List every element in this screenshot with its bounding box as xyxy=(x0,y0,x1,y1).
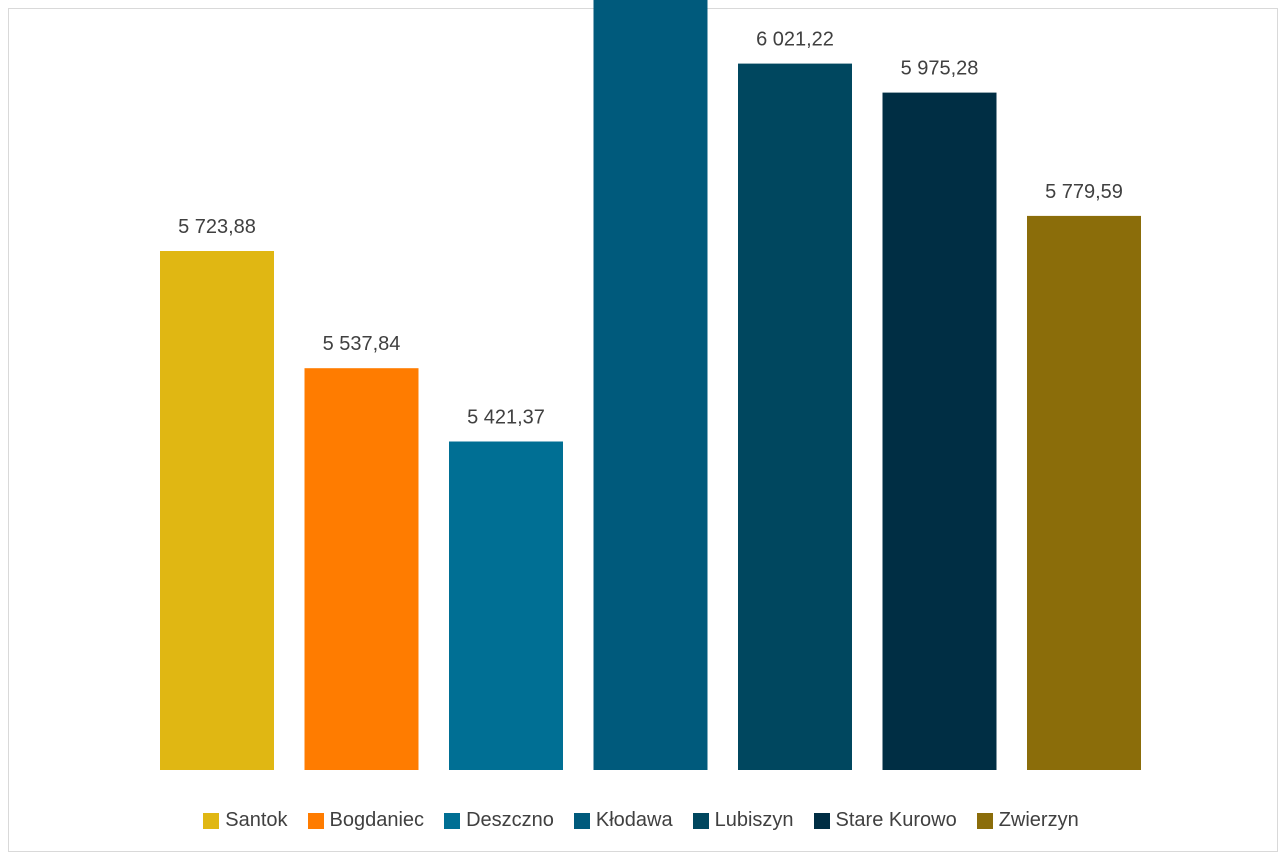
data-label: 5 537,84 xyxy=(323,333,401,355)
bar-deszczno xyxy=(449,441,563,770)
legend-item: Santok xyxy=(203,809,288,832)
chart-legend: Santok Bogdaniec Deszczno Kłodawa Lubiszyn St… xyxy=(0,809,1282,832)
legend-label: Santok xyxy=(225,809,288,831)
legend-item: Stare Kurowo xyxy=(813,809,957,832)
legend-item: Deszczno xyxy=(444,809,554,832)
bar-santok xyxy=(160,251,274,770)
legend-label: Kłodawa xyxy=(595,809,673,831)
legend-swatch xyxy=(203,812,220,829)
data-label: 5 421,37 xyxy=(467,407,545,429)
data-label: 5 975,28 xyxy=(901,58,979,80)
bar-kłodawa xyxy=(593,0,708,771)
legend-item: Bogdaniec xyxy=(307,809,425,832)
legend-label: Bogdaniec xyxy=(329,809,425,831)
legend-swatch xyxy=(307,812,324,829)
legend-swatch xyxy=(444,812,461,829)
legend-label: Zwierzyn xyxy=(998,809,1079,831)
legend-item: Lubiszyn xyxy=(692,809,794,832)
legend-label: Deszczno xyxy=(466,809,554,831)
bar-lubiszyn xyxy=(738,63,852,771)
legend-swatch xyxy=(976,812,993,829)
legend-label: Lubiszyn xyxy=(714,809,794,831)
legend-swatch xyxy=(692,812,709,829)
bar-stare-kurowo xyxy=(882,92,997,771)
bar-zwierzyn xyxy=(1027,215,1141,770)
bar-bogdaniec xyxy=(304,368,419,770)
legend-swatch xyxy=(573,812,590,829)
legend-swatch xyxy=(813,812,830,829)
data-label: 6 021,22 xyxy=(756,29,834,51)
data-label: 5 779,59 xyxy=(1045,181,1123,203)
data-label: 5 723,88 xyxy=(178,216,256,238)
legend-item: Kłodawa xyxy=(573,809,673,832)
legend-label: Stare Kurowo xyxy=(835,809,957,831)
legend-item: Zwierzyn xyxy=(976,809,1079,832)
